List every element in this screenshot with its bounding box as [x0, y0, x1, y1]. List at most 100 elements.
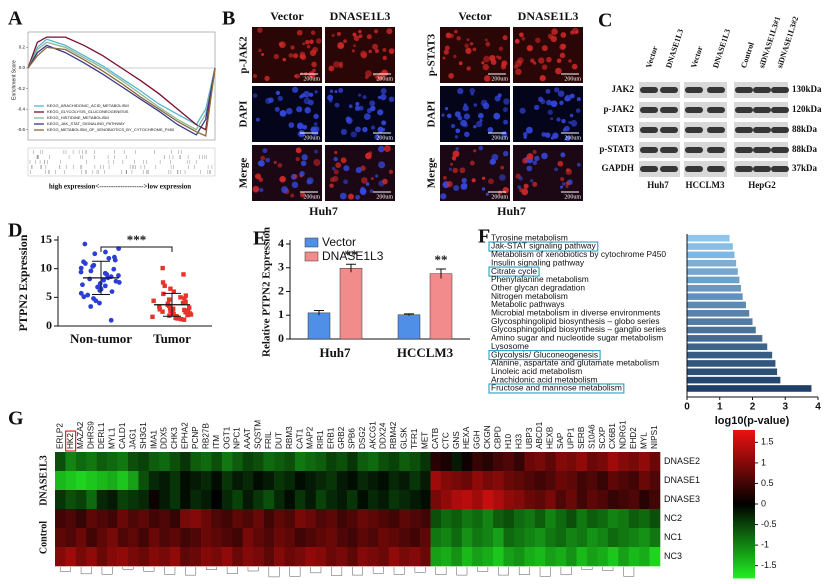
- cell: [555, 67, 562, 75]
- heat-cell: [263, 452, 275, 472]
- colorbar-step: [733, 568, 755, 571]
- cell: [309, 92, 314, 97]
- cell: [292, 173, 298, 179]
- scale-bar-label: 200um: [491, 76, 508, 82]
- column-label: DHRS9: [87, 421, 96, 449]
- cell: [364, 75, 369, 80]
- cell: [556, 58, 562, 64]
- y-tick-label: -0.6: [17, 127, 25, 132]
- cell: [446, 33, 450, 37]
- heat-cell: [534, 490, 546, 510]
- heat-cell: [107, 490, 118, 510]
- heat-cell: [576, 547, 588, 567]
- heat-cell: [493, 471, 504, 491]
- heat-cell: [639, 471, 650, 491]
- colorbar-step: [733, 521, 755, 525]
- cell: [343, 165, 350, 172]
- heat-cell: [86, 528, 98, 548]
- heat-cell: [315, 490, 327, 510]
- heat-cell: [367, 547, 379, 567]
- cell: [453, 54, 457, 59]
- heat-cell: [75, 528, 87, 548]
- dendrogram: [143, 567, 155, 572]
- cell: [466, 38, 470, 42]
- band: [640, 127, 658, 133]
- heat-cell: [55, 547, 66, 567]
- colorbar-step: [733, 486, 755, 490]
- heat-cell: [347, 547, 358, 567]
- data-point: [183, 293, 189, 298]
- heat-cell: [242, 452, 254, 472]
- column-label: CATB: [431, 427, 440, 449]
- colorbar-step: [733, 558, 755, 562]
- column-label: UBP3: [525, 427, 534, 449]
- cell: [530, 179, 534, 183]
- cell: [454, 29, 458, 34]
- column-label: EPHA2: [181, 422, 190, 449]
- heat-cell: [284, 452, 296, 472]
- heat-cell: [566, 452, 577, 472]
- scale-bar-label: 200um: [564, 135, 581, 141]
- colorbar-tick-label: -1.5: [761, 560, 777, 570]
- size-label: 37kDa: [792, 163, 818, 173]
- cell: [313, 113, 319, 120]
- heat-cell: [211, 471, 223, 491]
- highlight-box: [488, 241, 599, 252]
- heat-cell: [399, 528, 410, 548]
- cell: [361, 177, 368, 184]
- heat-cell: [440, 452, 452, 472]
- cell: [347, 193, 354, 200]
- cell: [313, 159, 321, 167]
- heat-cell: [545, 509, 556, 529]
- cell: [258, 48, 262, 53]
- cell: [314, 149, 318, 154]
- heat-cell: [201, 490, 212, 510]
- cell: [363, 113, 371, 120]
- band: [753, 166, 771, 172]
- cell: [252, 93, 258, 98]
- data-point: [78, 265, 84, 271]
- band: [640, 87, 658, 93]
- heat-cell: [347, 528, 358, 548]
- data-point: [167, 313, 172, 318]
- cell: [442, 56, 446, 60]
- panel-label: B: [222, 8, 235, 30]
- cell: [476, 120, 483, 128]
- band: [735, 166, 753, 172]
- colorbar-step: [733, 545, 755, 549]
- cell: [337, 42, 345, 50]
- heat-cell: [409, 471, 421, 491]
- heat-cell: [75, 490, 87, 510]
- heat-cell: [513, 452, 525, 472]
- cell: [546, 56, 552, 63]
- colorbar-step: [733, 536, 755, 539]
- heat-cell: [607, 452, 619, 472]
- cell: [274, 106, 280, 112]
- significance: **: [345, 247, 358, 262]
- cell: [544, 132, 551, 138]
- cell: [275, 90, 281, 96]
- cell: [281, 186, 289, 194]
- heat-cell: [305, 471, 317, 491]
- data-point: [116, 273, 121, 278]
- cell: [455, 128, 461, 134]
- colorbar-step: [733, 565, 755, 569]
- category-label: Glycolysis/ Gluconeogenesis: [491, 349, 598, 359]
- heat-cell: [472, 547, 483, 567]
- dendrogram: [456, 567, 468, 576]
- column-label: SQSTM: [254, 420, 263, 449]
- cell: [313, 122, 318, 126]
- dendrogram: [206, 567, 217, 570]
- cell: [497, 190, 503, 195]
- heat-cell: [117, 452, 129, 472]
- cell: [470, 92, 474, 96]
- band: [685, 127, 703, 133]
- heat-cell: [649, 452, 661, 472]
- cell: [288, 122, 295, 128]
- heat-cell: [399, 490, 410, 510]
- dendrogram: [581, 567, 593, 570]
- cell: [377, 109, 384, 116]
- heat-cell: [461, 452, 473, 472]
- cell: [277, 95, 283, 102]
- heat-cell: [305, 547, 317, 567]
